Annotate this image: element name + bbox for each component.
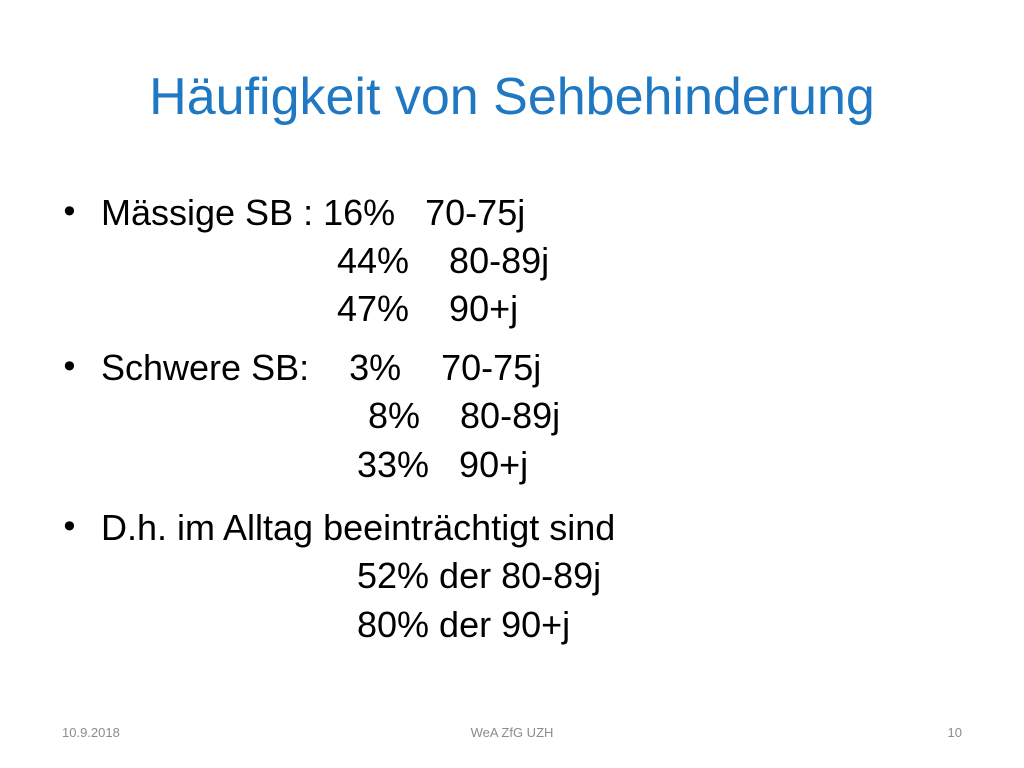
bullet-label: Mässige SB : 16% 70-75j bbox=[101, 192, 526, 233]
footer-date: 10.9.2018 bbox=[62, 725, 120, 740]
bullet-continuation-line: 52% der 80-89j bbox=[357, 555, 602, 596]
bullet-icon: • bbox=[60, 348, 79, 386]
bullet-icon: • bbox=[60, 508, 79, 546]
bullet-icon: • bbox=[60, 193, 79, 231]
slide-title: Häufigkeit von Sehbehinderung bbox=[149, 68, 875, 126]
footer-center-text: WeA ZfG UZH bbox=[470, 725, 554, 740]
bullet-continuation-line: 80% der 90+j bbox=[357, 604, 571, 645]
bullet-continuation-line: 33% 90+j bbox=[357, 444, 529, 485]
bullet-continuation-line: 8% 80-89j bbox=[368, 395, 561, 436]
bullet-continuation-line: 44% 80-89j bbox=[337, 240, 550, 281]
bullet-continuation-line: 47% 90+j bbox=[337, 288, 519, 329]
bullet-label: Schwere SB: 3% 70-75j bbox=[101, 347, 542, 388]
footer-page-number: 10 bbox=[947, 725, 962, 740]
bullet-label: D.h. im Alltag beeinträchtigt sind bbox=[101, 507, 616, 548]
